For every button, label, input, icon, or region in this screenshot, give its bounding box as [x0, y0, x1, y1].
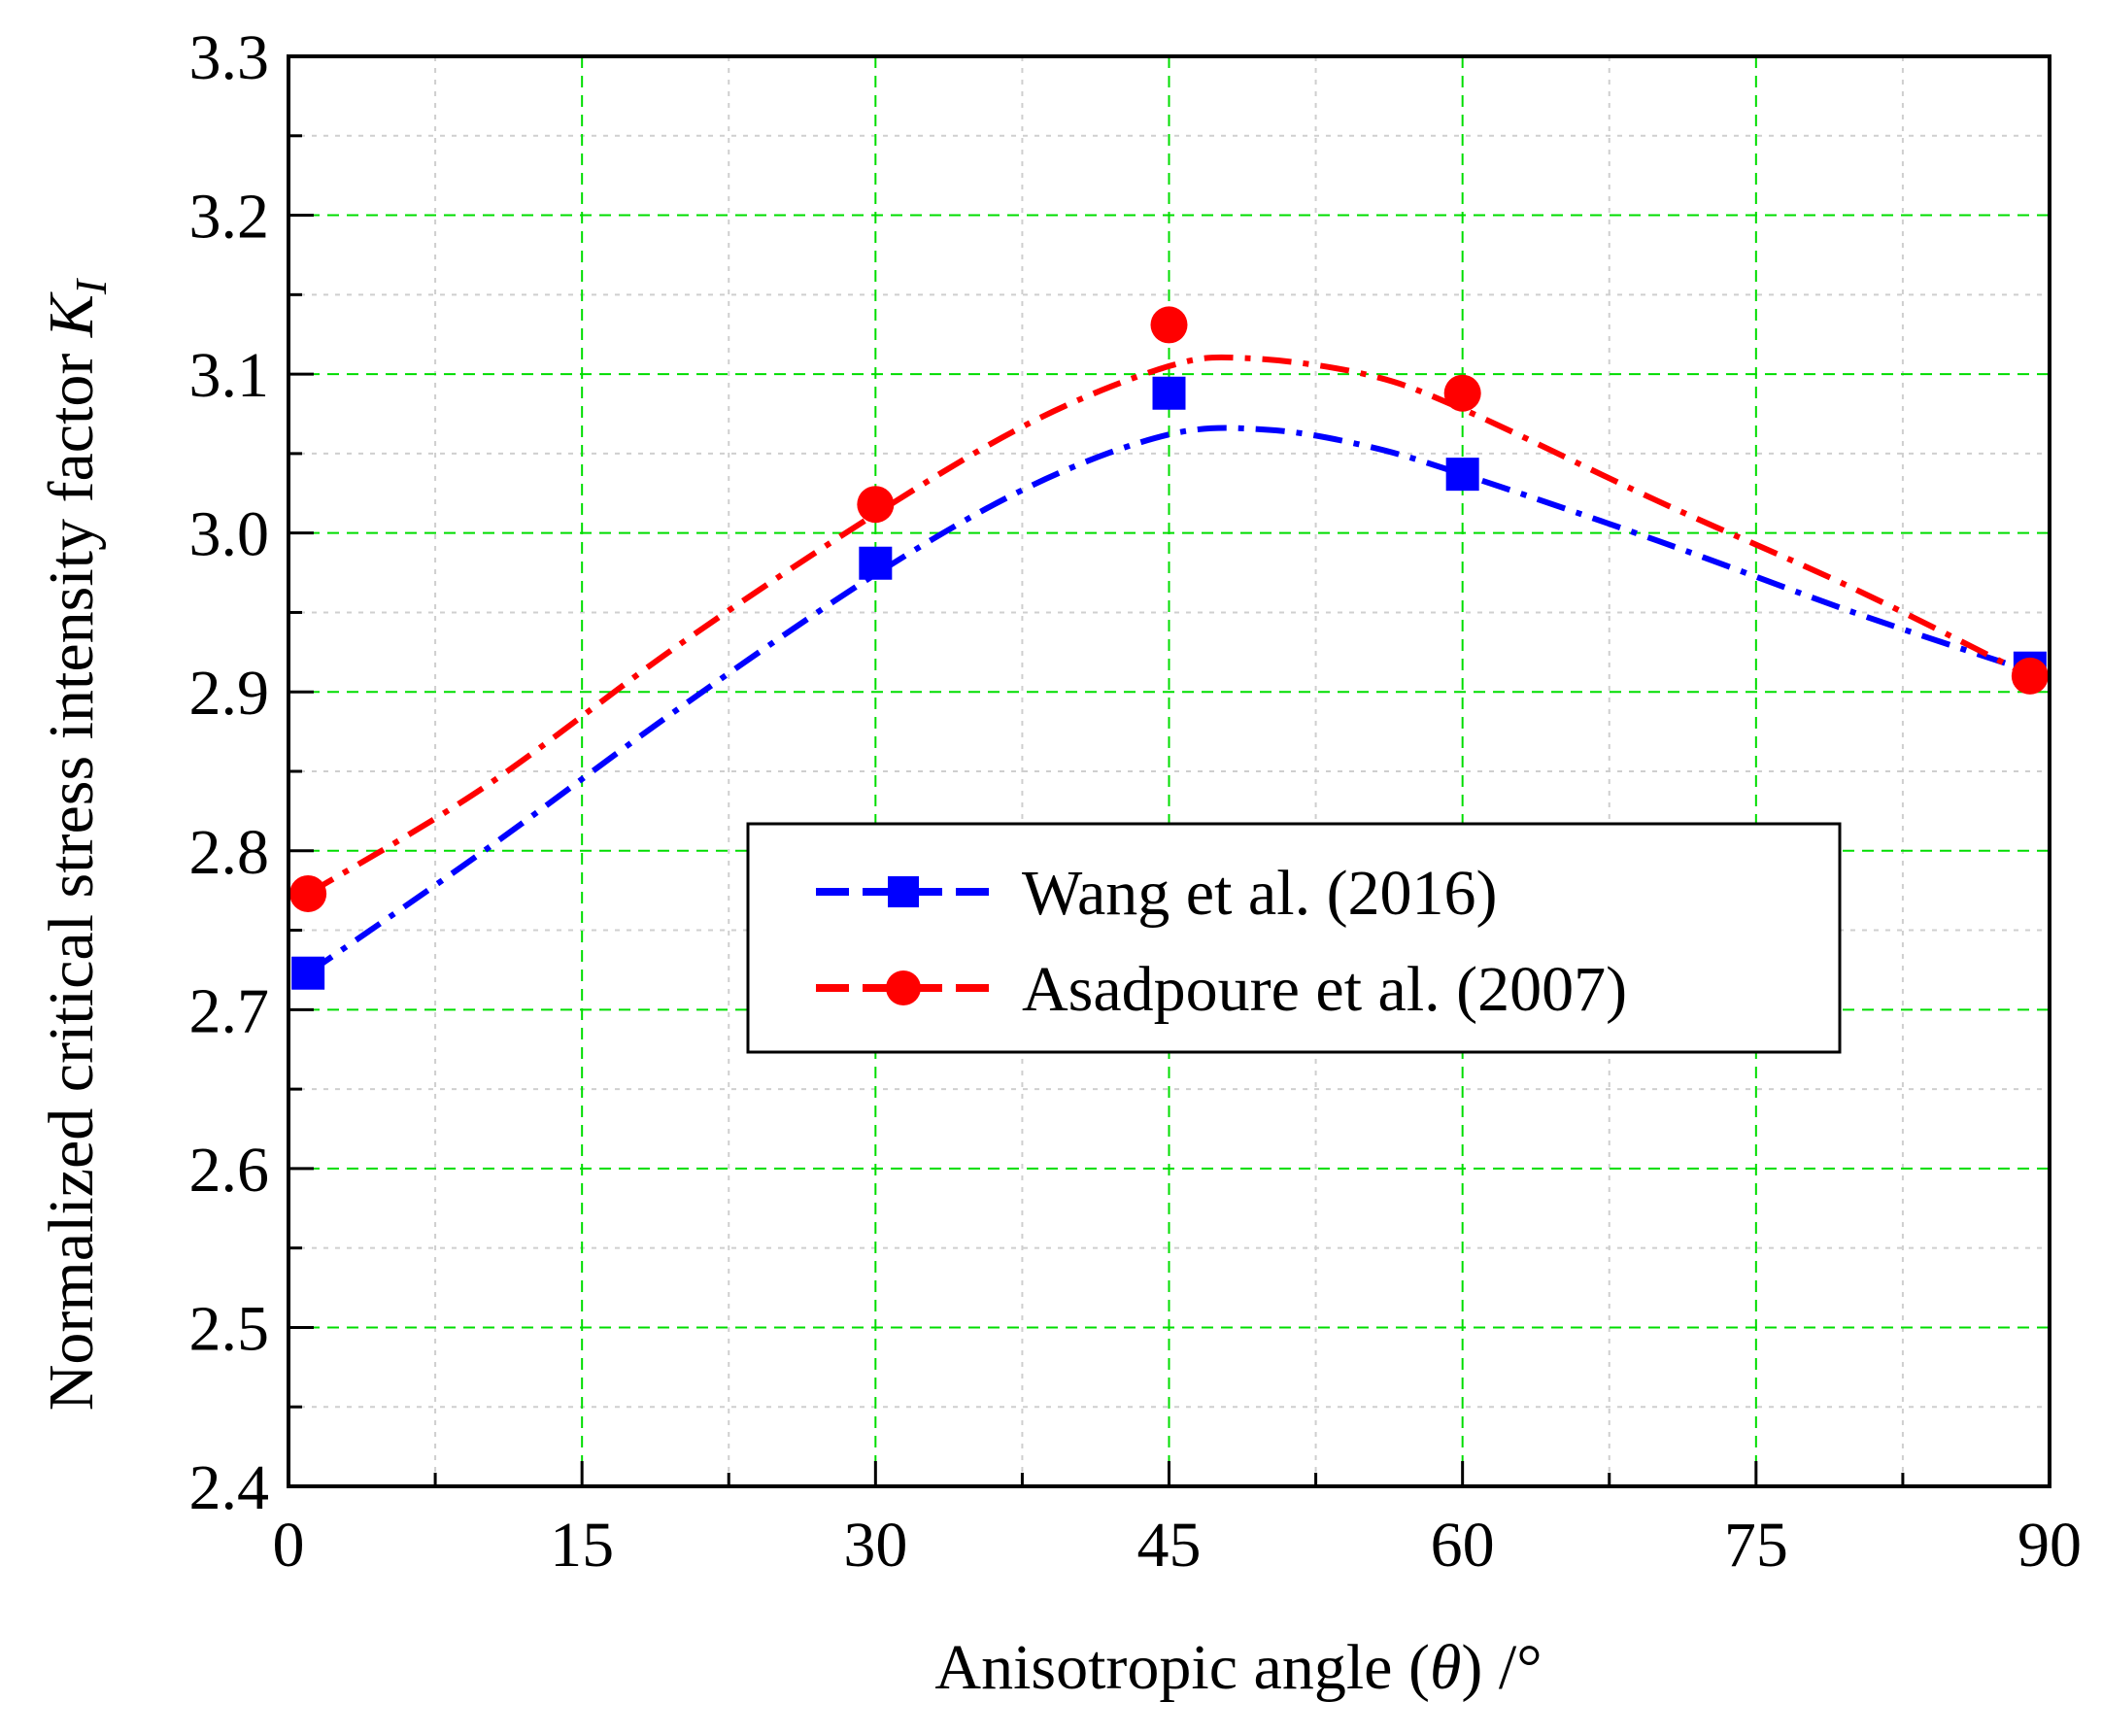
data-point-circle [1443, 374, 1481, 412]
major-grid [288, 56, 2050, 1486]
data-point-circle [1150, 306, 1188, 344]
x-tick-label: 75 [1724, 1510, 1788, 1581]
data-point-square [859, 546, 893, 580]
x-tick-label: 60 [1431, 1510, 1495, 1581]
y-tick-label: 2.7 [189, 975, 270, 1046]
series-curve-0 [306, 425, 2031, 976]
y-axis-title: Normalized critical stress intensity fac… [36, 277, 116, 1411]
y-tick-label: 2.6 [189, 1135, 270, 1206]
x-axis-title-pre: Anisotropic angle ( [934, 1632, 1430, 1703]
y-tick-label: 3.1 [189, 340, 270, 411]
y-axis-title-sub: I [66, 277, 116, 295]
data-point-circle [289, 874, 327, 912]
legend-marker-circle [886, 970, 921, 1005]
legend-box [746, 822, 1842, 1054]
x-axis-title-post: ) /° [1461, 1632, 1542, 1703]
y-tick-label: 2.5 [189, 1293, 270, 1364]
x-tick-label: 30 [843, 1510, 907, 1581]
y-tick-label: 3.2 [189, 182, 270, 253]
y-tick-label: 2.4 [189, 1452, 270, 1523]
legend: Wang et al. (2016) Asadpoure et al. (200… [746, 822, 1842, 1054]
x-tick-labels: 0 15 30 45 60 75 90 [273, 1510, 2083, 1581]
legend-entry-asadpoure: Asadpoure et al. (2007) [816, 954, 1627, 1025]
legend-label-asadpoure: Asadpoure et al. (2007) [1022, 954, 1627, 1025]
legend-marker-square [888, 876, 919, 907]
y-tick-label: 2.8 [189, 817, 270, 888]
y-tick-label: 3.3 [189, 22, 270, 93]
data-point-square [1445, 458, 1479, 492]
x-axis-title-theta: θ [1430, 1632, 1461, 1703]
data-point-square [291, 956, 325, 990]
y-tick-labels: 2.4 2.5 2.6 2.7 2.8 2.9 3.0 3.1 3.2 3.3 [189, 22, 270, 1523]
y-tick-label: 3.0 [189, 499, 270, 570]
y-tick-label: 2.9 [189, 658, 270, 729]
y-axis-title-main: Normalized critical stress intensity fac… [36, 337, 107, 1411]
x-tick-label: 90 [2017, 1510, 2082, 1581]
legend-entry-wang: Wang et al. (2016) [816, 858, 1498, 929]
x-axis-title: Anisotropic angle (θ) /° [934, 1632, 1542, 1703]
data-point-circle [857, 486, 895, 524]
x-tick-label: 45 [1137, 1510, 1202, 1581]
y-axis-title-k: K [36, 291, 107, 338]
series-curves [306, 354, 2032, 976]
axis-ticks [287, 54, 2051, 1488]
data-point-circle [2011, 657, 2049, 695]
x-tick-label: 0 [273, 1510, 305, 1581]
legend-label-wang: Wang et al. (2016) [1022, 858, 1498, 929]
series-curve-1 [306, 354, 2032, 897]
series-markers [289, 306, 2049, 990]
data-point-square [1152, 376, 1186, 410]
x-tick-label: 15 [550, 1510, 614, 1581]
